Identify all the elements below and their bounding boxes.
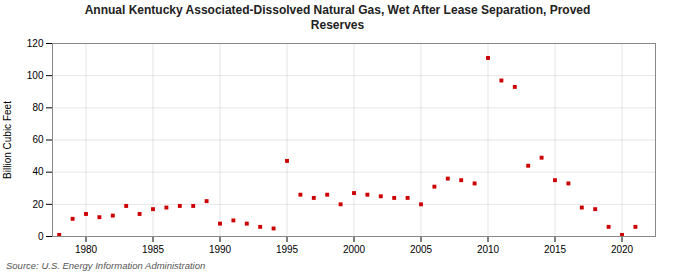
svg-text:2005: 2005 xyxy=(410,244,433,255)
svg-text:2010: 2010 xyxy=(477,244,500,255)
svg-text:2000: 2000 xyxy=(343,244,366,255)
svg-text:100: 100 xyxy=(27,70,44,81)
svg-text:1985: 1985 xyxy=(142,244,165,255)
html-text:Source: U.S. Energy Informatio: Source: U.S. Energy Information Administ… xyxy=(6,260,206,271)
svg-text:80: 80 xyxy=(32,102,44,113)
svg-text:Billion Cubic Feet: Billion Cubic Feet xyxy=(2,101,13,179)
svg-text:2015: 2015 xyxy=(544,244,567,255)
svg-text:60: 60 xyxy=(32,134,44,145)
svg-text:120: 120 xyxy=(27,38,44,49)
svg-text:1995: 1995 xyxy=(276,244,299,255)
svg-text:1980: 1980 xyxy=(75,244,98,255)
svg-text:1990: 1990 xyxy=(209,244,232,255)
svg-text:20: 20 xyxy=(32,199,44,210)
svg-text:40: 40 xyxy=(32,166,44,177)
html-text:Annual Kentucky Associated-Dis: Annual Kentucky Associated-Dissolved Nat… xyxy=(84,3,591,32)
svg-text:2020: 2020 xyxy=(611,244,634,255)
svg-text:0: 0 xyxy=(38,231,44,242)
